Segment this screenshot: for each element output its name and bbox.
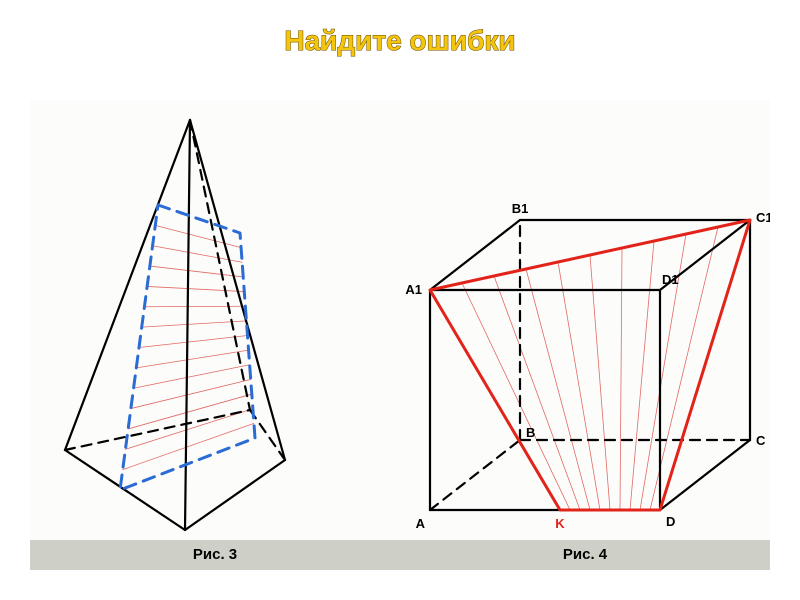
svg-text:B: B bbox=[526, 425, 535, 440]
diagram-area: A B C D A1 B1 C1 D1 K bbox=[30, 100, 770, 540]
svg-text:D: D bbox=[666, 514, 675, 529]
svg-text:A1: A1 bbox=[405, 282, 422, 297]
svg-text:D1: D1 bbox=[662, 272, 679, 287]
svg-text:K: K bbox=[555, 516, 565, 531]
svg-text:B1: B1 bbox=[512, 201, 529, 216]
svg-text:C: C bbox=[756, 433, 766, 448]
figures-svg: A B C D A1 B1 C1 D1 K bbox=[30, 100, 770, 540]
svg-text:C1: C1 bbox=[756, 210, 770, 225]
caption-bar: Рис. 3 Рис. 4 bbox=[30, 540, 770, 570]
caption-fig4: Рис. 4 bbox=[400, 540, 770, 570]
page-title: Найдите ошибки bbox=[0, 20, 800, 75]
svg-text:A: A bbox=[416, 516, 426, 531]
caption-fig3: Рис. 3 bbox=[30, 540, 400, 570]
svg-text:Найдите ошибки: Найдите ошибки bbox=[284, 25, 515, 56]
